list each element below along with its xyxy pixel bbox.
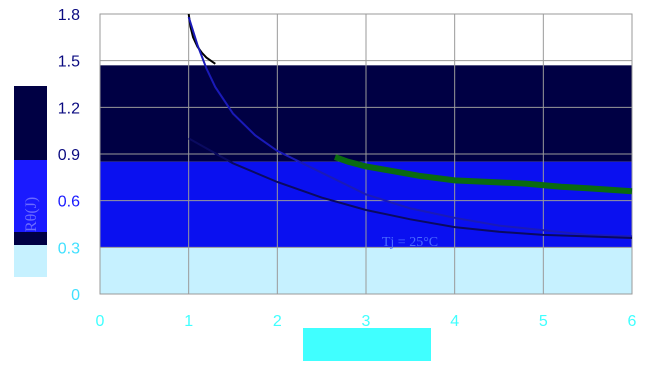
x-tick-label-6: 6 (628, 313, 637, 330)
series-lines (187, 13, 633, 239)
x-axis-ticks: 0 1 2 3 4 5 6 (96, 313, 637, 330)
series-line-1 (187, 16, 633, 238)
y-tick-label-2: 0.6 (58, 194, 80, 211)
y-tick-label-5: 1.5 (58, 54, 80, 71)
y-tick-label-4: 1.2 (58, 100, 80, 117)
x-tick-label-3: 3 (362, 313, 371, 330)
legend (303, 328, 431, 361)
x-tick-label-2: 2 (273, 313, 282, 330)
x-tick-label-0: 0 (96, 313, 105, 330)
temperature-annotation: Tj = 25°C (382, 235, 438, 250)
y-tick-label-0: 0 (71, 287, 80, 304)
y-tick-label-1: 0.3 (58, 240, 80, 257)
plot-frame (99, 13, 633, 295)
x-tick-label-1: 1 (184, 313, 193, 330)
series-line-3 (334, 154, 633, 195)
y-axis-ticks: 0 0.3 0.6 0.9 1.2 1.5 1.8 (58, 7, 80, 304)
gridlines (99, 13, 633, 295)
x-tick-label-5: 5 (539, 313, 548, 330)
ylabel-box-mid (14, 160, 47, 232)
series-line-2 (188, 137, 633, 239)
y-tick-label-3: 0.9 (58, 147, 80, 164)
ylabel-box-low (14, 245, 47, 277)
y-tick-label-6: 1.8 (58, 7, 80, 24)
y-axis-label: Rθ(J) (23, 197, 40, 232)
x-tick-label-4: 4 (450, 313, 459, 330)
